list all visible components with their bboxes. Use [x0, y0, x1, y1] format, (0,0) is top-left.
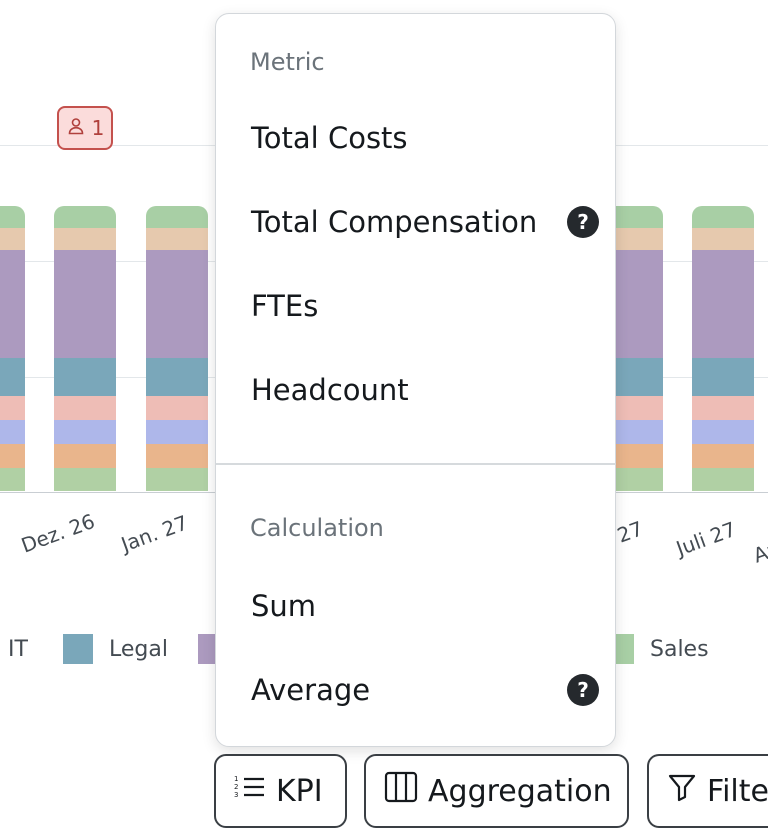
menu-item-label: Total Compensation — [251, 205, 538, 239]
stacked-bar[interactable] — [0, 206, 25, 491]
bar-segment-purple — [54, 250, 116, 358]
x-tick-label: 27 — [614, 516, 647, 548]
menu-item-sum[interactable]: Sum — [216, 576, 616, 636]
menu-item-label: Average — [251, 673, 371, 707]
menu-item-total-costs[interactable]: Total Costs — [216, 108, 616, 168]
bar-segment-sales-green — [601, 468, 663, 491]
menu-item-average[interactable]: Average ? — [216, 660, 616, 720]
legend-item-it[interactable]: IT — [8, 632, 28, 666]
aggregation-button-label: Aggregation — [428, 773, 612, 809]
menu-item-total-compensation[interactable]: Total Compensation ? — [216, 192, 616, 252]
filter-icon — [667, 772, 697, 810]
legend-label: IT — [8, 636, 28, 662]
menu-item-ftes[interactable]: FTEs — [216, 276, 616, 336]
svg-text:1: 1 — [234, 775, 238, 783]
divider — [216, 463, 616, 465]
x-tick-label: Jan. 27 — [118, 510, 192, 557]
bar-segment-top — [54, 206, 116, 228]
bar-segment-purple — [146, 250, 208, 358]
bar-segment-legal-blue — [54, 358, 116, 396]
menu-item-headcount[interactable]: Headcount — [216, 360, 616, 420]
bar-segment-orange — [54, 444, 116, 468]
badge-count: 1 — [91, 116, 105, 140]
kpi-button[interactable]: 1 2 3 KPI — [214, 754, 347, 828]
legend-label: Sales — [650, 636, 709, 662]
bar-segment-tan — [0, 228, 25, 250]
bar-segment-orange — [692, 444, 754, 468]
metric-dropdown-menu: Metric Total Costs Total Compensation ? … — [215, 13, 616, 747]
bar-segment-periwinkle — [692, 420, 754, 444]
bar-segment-periwinkle — [146, 420, 208, 444]
menu-item-label: Headcount — [251, 373, 409, 407]
bar-segment-legal-blue — [692, 358, 754, 396]
legend-swatch — [63, 634, 93, 664]
bar-segment-orange — [0, 444, 25, 468]
bar-segment-legal-blue — [146, 358, 208, 396]
legend-label: Legal — [109, 636, 168, 662]
stacked-bar[interactable] — [692, 206, 754, 491]
legend-item-sales[interactable]: Sales — [604, 632, 709, 666]
svg-text:2: 2 — [234, 783, 238, 791]
numbered-list-icon: 1 2 3 — [234, 773, 266, 809]
x-tick-label: Juli 27 — [673, 516, 739, 561]
bar-segment-pink — [0, 396, 25, 420]
stacked-bar[interactable] — [54, 206, 116, 491]
bar-segment-pink — [54, 396, 116, 420]
bar-segment-sales-green — [0, 468, 25, 491]
x-tick-label: Dez. 26 — [18, 508, 98, 558]
menu-item-label: FTEs — [251, 289, 319, 323]
metric-section-header: Metric — [250, 48, 325, 76]
bar-segment-purple — [0, 250, 25, 358]
bar-segment-sales-green — [692, 468, 754, 491]
help-icon[interactable]: ? — [567, 674, 599, 706]
bar-segment-pink — [146, 396, 208, 420]
bar-segment-tan — [692, 228, 754, 250]
bar-segment-tan — [146, 228, 208, 250]
stacked-bar[interactable] — [146, 206, 208, 491]
bar-segment-top — [146, 206, 208, 228]
menu-item-label: Sum — [251, 589, 317, 623]
kpi-button-label: KPI — [276, 773, 323, 809]
bar-segment-pink — [692, 396, 754, 420]
bar-segment-periwinkle — [0, 420, 25, 444]
user-icon — [66, 116, 86, 141]
bar-segment-top — [0, 206, 25, 228]
svg-text:3: 3 — [234, 791, 238, 799]
person-count-badge[interactable]: 1 — [57, 106, 113, 150]
calculation-section-header: Calculation — [250, 514, 384, 542]
menu-item-label: Total Costs — [251, 121, 408, 155]
filter-button[interactable]: Filte — [647, 754, 768, 828]
bar-segment-legal-blue — [0, 358, 25, 396]
columns-icon — [384, 771, 418, 811]
bar-segment-tan — [54, 228, 116, 250]
bar-segment-periwinkle — [54, 420, 116, 444]
bar-segment-top — [692, 206, 754, 228]
bar-segment-sales-green — [54, 468, 116, 491]
bar-segment-orange — [146, 444, 208, 468]
x-tick-label: Au — [750, 535, 768, 568]
aggregation-button[interactable]: Aggregation — [364, 754, 629, 828]
bar-segment-tan — [601, 228, 663, 250]
bar-segment-sales-green — [146, 468, 208, 491]
help-icon[interactable]: ? — [567, 206, 599, 238]
filter-button-label: Filte — [707, 773, 768, 809]
bar-segment-purple — [692, 250, 754, 358]
legend-item-legal[interactable]: Legal — [63, 632, 168, 666]
bar-segment-top — [601, 206, 663, 228]
